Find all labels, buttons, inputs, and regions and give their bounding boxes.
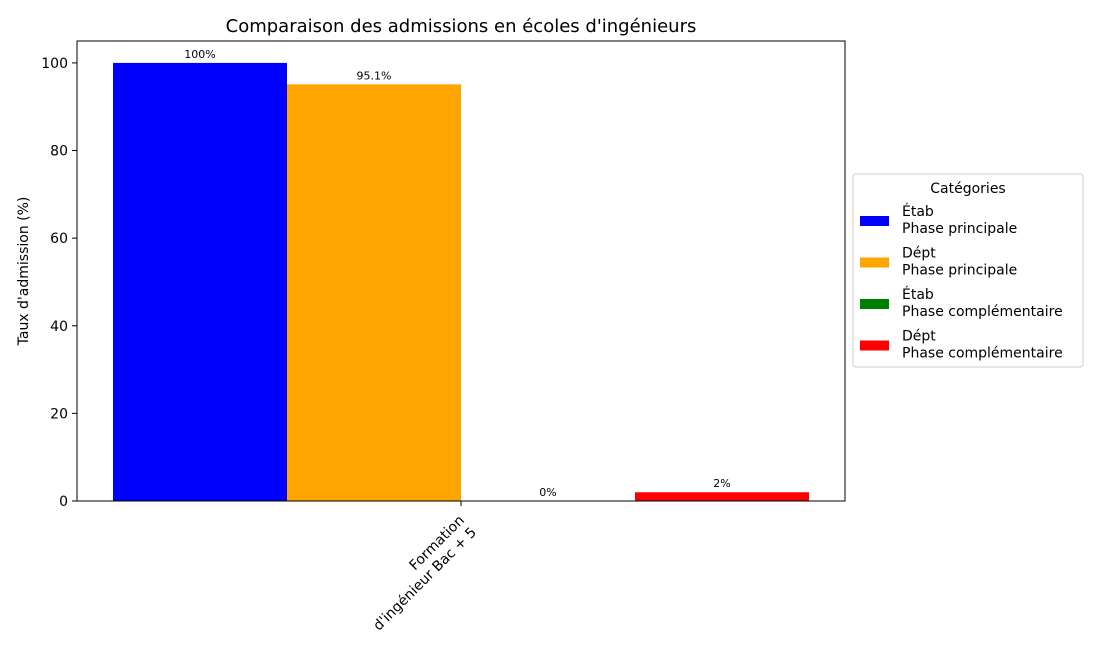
y-axis: 0 20 40 60 80 100: [41, 56, 77, 510]
data-label-series-3: 0%: [539, 486, 556, 499]
y-tick-label: 100: [41, 56, 68, 72]
bar-series-1: [113, 62, 287, 502]
bars-group: [113, 62, 809, 502]
chart-title: Comparaison des admissions en écoles d'i…: [226, 16, 697, 37]
data-label-series-2: 95.1%: [357, 69, 392, 82]
legend-label-1: Étab Phase principale: [902, 203, 1017, 237]
bar-series-2: [287, 84, 461, 501]
legend-label-4: Dépt Phase complémentaire: [902, 329, 1063, 362]
legend-label-3: Étab Phase complémentaire: [902, 286, 1063, 320]
data-label-series-1: 100%: [184, 48, 215, 61]
y-tick-label: 40: [50, 319, 68, 335]
y-axis-label: Taux d'admission (%): [16, 197, 32, 347]
legend-swatch-4: [860, 340, 889, 351]
legend-swatch-1: [860, 216, 889, 226]
legend: Catégories Étab Phase principale Dépt Phase…: [852, 173, 1084, 368]
legend-box: [852, 173, 1084, 368]
y-tick-label: 80: [50, 144, 68, 160]
bar-series-4: [635, 492, 809, 501]
x-axis: Formationd'ingénieur Bac + 5: [358, 501, 480, 635]
legend-swatch-3: [860, 299, 889, 309]
legend-label-2: Dépt Phase principale: [902, 246, 1017, 279]
legend-items: Étab Phase principale Dépt Phase principale…: [860, 203, 1063, 362]
legend-swatch-2: [860, 257, 889, 268]
data-labels-group: 100% 95.1% 0% 2%: [184, 48, 730, 499]
legend-title: Catégories: [930, 181, 1005, 197]
y-tick-label: 0: [59, 494, 68, 510]
x-tick-label: Formationd'ingénieur Bac + 5: [358, 513, 480, 635]
y-tick-label: 20: [50, 406, 68, 422]
data-label-series-4: 2%: [713, 477, 730, 490]
y-tick-label: 60: [50, 231, 68, 247]
